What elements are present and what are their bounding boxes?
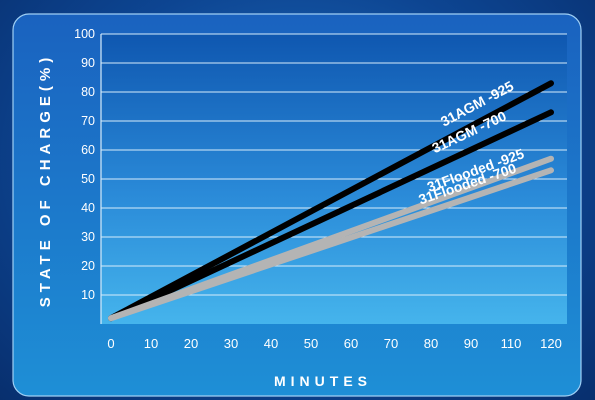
series-lines: [108, 80, 554, 322]
x-tick-label: 10: [144, 336, 158, 351]
y-tick-label: 40: [81, 201, 95, 215]
x-axis-title: MINUTES: [274, 373, 372, 389]
x-tick-labels: 0 10 20 30 40 50 60 70 80 90 110 120: [107, 336, 561, 351]
y-tick-label: 10: [81, 288, 95, 302]
series-line-1: [108, 80, 554, 322]
x-tick-label: 110: [501, 336, 522, 351]
y-tick-label: 30: [81, 230, 95, 244]
x-tick-label: 80: [424, 336, 438, 351]
y-axis-title: STATE OF CHARGE(%): [37, 53, 54, 307]
x-tick-label: 30: [224, 336, 238, 351]
y-tick-label: 90: [81, 56, 95, 70]
series-line-2: [108, 109, 554, 322]
y-tick-label: 70: [81, 114, 95, 128]
grid: [100, 33, 567, 324]
y-tick-label: 60: [81, 143, 95, 157]
x-tick-label: 50: [304, 336, 318, 351]
y-tick-label: 20: [81, 259, 95, 273]
y-tick-label: 80: [81, 85, 95, 99]
x-tick-label: 90: [464, 336, 478, 351]
y-tick-labels: 10 20 30 40 50 60 70 80 90 100: [74, 27, 95, 302]
x-tick-label: 40: [264, 336, 278, 351]
x-tick-label: 20: [184, 336, 198, 351]
x-tick-label: 70: [384, 336, 398, 351]
y-tick-label: 50: [81, 172, 95, 186]
x-tick-label: 60: [344, 336, 358, 351]
series-line-4: [108, 167, 554, 322]
x-tick-label: 0: [107, 336, 114, 351]
x-tick-label: 120: [540, 336, 562, 351]
y-tick-label: 100: [74, 27, 95, 41]
